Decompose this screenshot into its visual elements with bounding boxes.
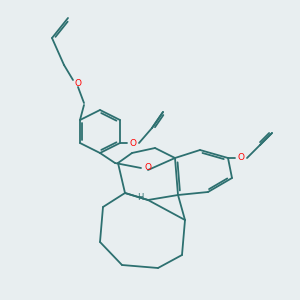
Text: O: O	[145, 164, 152, 172]
Text: O: O	[74, 79, 82, 88]
Text: H: H	[137, 194, 143, 202]
Text: O: O	[130, 139, 136, 148]
Text: O: O	[238, 154, 244, 163]
